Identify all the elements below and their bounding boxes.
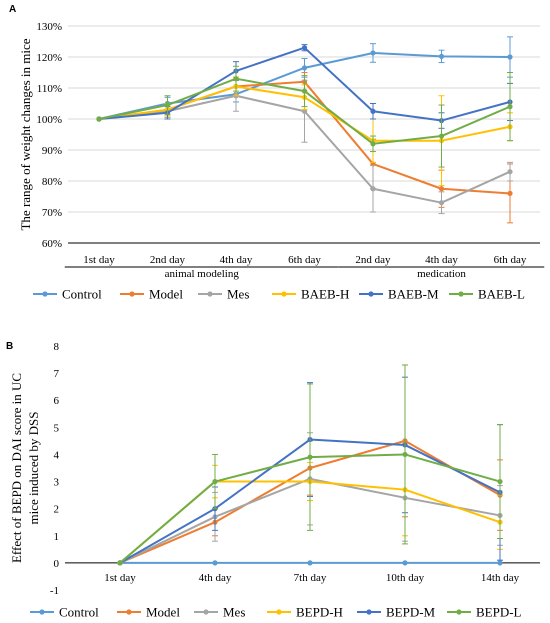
- x-tick-label: 4th day: [425, 254, 458, 266]
- legend-marker: [42, 291, 48, 297]
- y-tick-label: 120%: [36, 52, 62, 64]
- legend-marker: [129, 291, 135, 297]
- data-point: [307, 454, 313, 460]
- data-point: [438, 186, 445, 192]
- x-tick-label: 2nd day: [355, 254, 391, 266]
- data-point: [164, 102, 171, 108]
- data-point: [301, 88, 308, 94]
- data-point: [117, 560, 123, 566]
- legend-label: Control: [59, 605, 99, 620]
- x-tick-label: 4th day: [220, 254, 253, 266]
- data-point: [233, 76, 239, 82]
- y-tick-label: 70%: [42, 207, 62, 219]
- data-point: [507, 169, 513, 175]
- x-tick-label: 2nd day: [150, 254, 186, 266]
- x-tick-label: 6th day: [288, 254, 321, 266]
- y-tick-label: 7: [54, 368, 60, 380]
- legend-marker: [207, 291, 213, 297]
- data-point: [507, 190, 513, 196]
- y-tick-label: 110%: [37, 83, 62, 95]
- y-tick-label: -1: [50, 585, 59, 597]
- data-point: [497, 478, 503, 485]
- y-tick-label: 3: [54, 477, 60, 489]
- legend-marker: [366, 609, 372, 615]
- data-point: [370, 186, 376, 192]
- data-point: [438, 133, 445, 139]
- data-point: [96, 116, 102, 122]
- y-tick-label: 0: [54, 558, 60, 570]
- x-tick-label: 7th day: [294, 572, 327, 584]
- data-point: [370, 50, 376, 56]
- legend-marker: [458, 291, 464, 297]
- legend-marker: [276, 609, 282, 615]
- data-point: [212, 478, 218, 485]
- legend-marker: [281, 291, 287, 297]
- y-tick-label: 100%: [36, 114, 62, 126]
- data-point: [402, 451, 408, 458]
- legend-label: Mes: [223, 605, 245, 620]
- y-tick-label: 60%: [42, 238, 62, 250]
- group-label: animal modeling: [165, 268, 240, 280]
- group-label: medication: [417, 268, 466, 280]
- data-point: [307, 560, 313, 566]
- x-tick-label: 14th day: [481, 572, 520, 584]
- legend-label: BEPD-M: [386, 605, 436, 620]
- x-tick-label: 1st day: [83, 254, 115, 266]
- legend-label: Model: [146, 605, 180, 620]
- data-point: [370, 108, 376, 114]
- y-tick-label: 8: [54, 341, 60, 353]
- legend-marker: [126, 609, 132, 615]
- panel-label: B: [6, 341, 13, 352]
- x-tick-label: 10th day: [386, 572, 425, 584]
- legend-marker: [368, 291, 374, 297]
- data-point: [507, 54, 513, 60]
- y-axis-label: The range of weight changes in mice: [18, 38, 33, 230]
- legend-label: BEPD-H: [296, 605, 343, 620]
- legend-label: Model: [149, 287, 183, 302]
- legend-label: Mes: [227, 287, 249, 302]
- data-point: [497, 560, 503, 566]
- x-tick-label: 1st day: [104, 572, 136, 584]
- data-point: [370, 141, 376, 147]
- panel-label: A: [9, 4, 16, 15]
- legend-label: BEPD-L: [476, 605, 522, 620]
- legend-label: BAEB-H: [301, 287, 349, 302]
- legend-label: BAEB-L: [478, 287, 525, 302]
- y-tick-label: 2: [54, 504, 60, 516]
- x-tick-label: 6th day: [494, 254, 527, 266]
- data-point: [402, 560, 408, 566]
- y-tick-label: 90%: [42, 145, 62, 157]
- data-point: [212, 560, 218, 566]
- data-point: [301, 45, 308, 51]
- data-point: [438, 200, 445, 206]
- y-tick-label: 1: [54, 531, 60, 543]
- y-tick-label: 4: [54, 449, 60, 461]
- y-tick-label: 80%: [42, 176, 62, 188]
- y-tick-label: 6: [54, 395, 60, 407]
- x-tick-label: 4th day: [199, 572, 232, 584]
- y-tick-label: 130%: [36, 21, 62, 33]
- data-point: [438, 53, 445, 59]
- legend-marker: [203, 609, 209, 615]
- data-point: [301, 65, 308, 71]
- legend-marker: [456, 609, 462, 615]
- legend-label: Control: [62, 287, 102, 302]
- y-tick-label: 5: [54, 422, 60, 434]
- y-axis-label: mice induced by DSS: [26, 411, 41, 524]
- y-axis-label: Effect of BEPD on DAI score in UC: [9, 373, 24, 563]
- data-point: [507, 104, 513, 110]
- legend-marker: [39, 609, 45, 615]
- legend-label: BAEB-M: [388, 287, 439, 302]
